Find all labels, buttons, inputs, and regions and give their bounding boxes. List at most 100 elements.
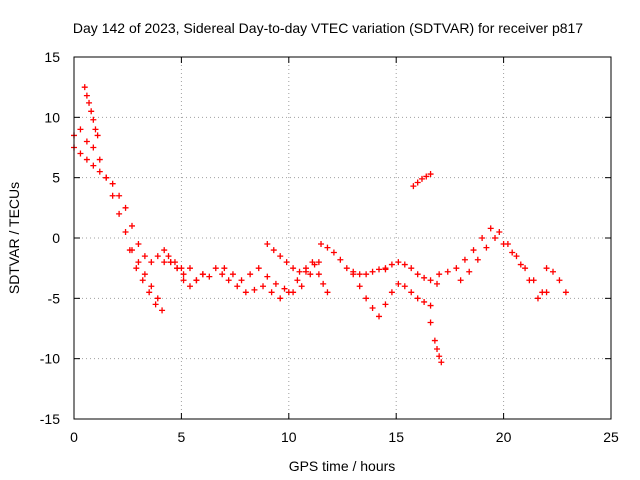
data-point <box>324 289 331 296</box>
data-point <box>556 277 563 284</box>
data-point <box>122 204 129 211</box>
data-point <box>438 359 445 366</box>
y-tick-label: -10 <box>40 351 60 367</box>
data-point <box>96 168 103 175</box>
data-point <box>281 285 288 292</box>
data-point <box>296 268 303 275</box>
data-point <box>159 307 166 314</box>
data-point <box>414 179 421 186</box>
data-point <box>86 99 93 106</box>
data-point <box>225 277 232 284</box>
data-point <box>290 265 297 272</box>
data-point <box>427 319 434 326</box>
series-track-15 <box>457 235 550 302</box>
data-point <box>307 271 314 278</box>
data-point <box>315 259 322 266</box>
data-point <box>128 222 135 229</box>
data-point <box>186 283 193 290</box>
data-point <box>410 183 417 190</box>
data-point <box>146 289 153 296</box>
data-point <box>294 277 301 284</box>
data-point <box>369 304 376 311</box>
data-point <box>388 261 395 268</box>
data-point <box>126 247 133 254</box>
data-point <box>270 247 277 254</box>
series-track-7 <box>264 241 316 275</box>
data-point <box>376 313 383 320</box>
data-point <box>109 192 116 199</box>
data-point <box>260 283 267 290</box>
data-point <box>139 277 146 284</box>
data-point <box>90 116 97 123</box>
data-point <box>457 277 464 284</box>
data-point <box>255 265 262 272</box>
data-point <box>103 174 110 181</box>
data-point <box>401 283 408 290</box>
y-tick-label: 10 <box>44 109 60 125</box>
chart-title: Day 142 of 2023, Sidereal Day-to-day VTE… <box>73 20 583 36</box>
series-track-16 <box>543 265 569 296</box>
tick-labels: 0 5 10 15 20 25 -15 -10 -5 0 5 10 15 <box>40 49 619 445</box>
data-point <box>423 173 430 180</box>
data-point <box>212 265 219 272</box>
data-point <box>434 280 441 287</box>
data-point <box>96 156 103 163</box>
data-point <box>141 253 148 260</box>
series-track-3 <box>81 84 101 139</box>
data-point <box>298 283 305 290</box>
data-point <box>109 180 116 187</box>
data-point <box>382 266 389 273</box>
data-point <box>363 295 370 302</box>
data-point <box>154 295 161 302</box>
data-point <box>492 235 499 241</box>
data-point <box>122 228 129 235</box>
data-point <box>242 289 249 296</box>
grid-lines <box>74 57 611 419</box>
y-axis-label: SDTVAR / TECUs <box>6 182 22 294</box>
data-point <box>83 92 90 99</box>
data-point <box>178 265 185 272</box>
x-tick-label: 20 <box>496 429 512 445</box>
data-point <box>180 277 187 284</box>
data-point <box>517 261 524 268</box>
data-point <box>487 225 494 232</box>
data-point <box>453 265 460 272</box>
data-point <box>401 261 408 268</box>
data-point <box>513 253 520 260</box>
data-point <box>309 259 316 266</box>
data-point <box>408 289 415 296</box>
data-point <box>534 295 541 302</box>
data-point <box>238 277 245 284</box>
data-point <box>277 253 284 260</box>
data-point <box>324 244 331 251</box>
data-point <box>116 210 123 217</box>
data-point <box>186 265 193 272</box>
data-point <box>264 241 271 248</box>
y-tick-label: 15 <box>44 49 60 65</box>
x-tick-label: 25 <box>603 429 619 445</box>
data-point <box>369 268 376 275</box>
data-point <box>421 274 428 281</box>
data-point <box>483 244 490 251</box>
data-point <box>77 126 84 133</box>
data-point <box>550 268 557 275</box>
data-point <box>388 289 395 296</box>
data-point <box>427 171 434 178</box>
data-point <box>161 259 168 266</box>
data-point <box>133 265 140 272</box>
data-point <box>283 259 290 266</box>
data-point <box>466 268 473 275</box>
data-point <box>277 295 284 302</box>
data-point <box>356 271 363 278</box>
data-point <box>234 283 241 290</box>
y-tick-label: 0 <box>52 230 60 246</box>
data-point <box>141 271 148 278</box>
data-point <box>302 265 309 272</box>
data-point <box>421 298 428 305</box>
data-point <box>285 289 292 296</box>
data-point <box>219 271 226 278</box>
data-point <box>436 271 443 278</box>
data-point <box>161 247 168 254</box>
y-tick-label: 5 <box>52 170 60 186</box>
data-point <box>500 241 507 248</box>
